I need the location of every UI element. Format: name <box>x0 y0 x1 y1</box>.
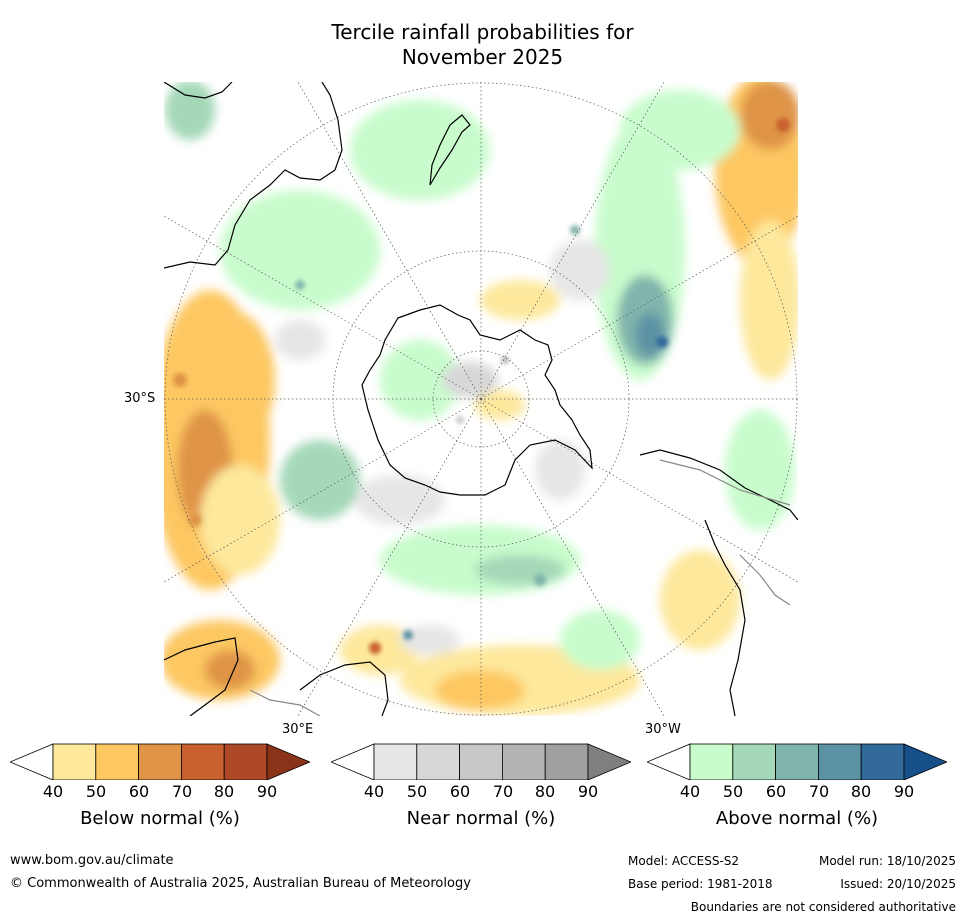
tick: 60 <box>765 782 787 801</box>
tick: 70 <box>171 782 193 801</box>
colorbar-near-label: Near normal (%) <box>406 808 556 829</box>
probability-shading <box>164 82 798 715</box>
colorbar-swatch <box>732 743 777 781</box>
colorbar-below-swatches <box>8 743 312 781</box>
tick: 50 <box>85 782 107 801</box>
tick: 50 <box>722 782 744 801</box>
graticule <box>164 82 798 716</box>
probability-speckle <box>173 118 790 654</box>
tick: 40 <box>679 782 701 801</box>
colorbar-swatch <box>689 743 734 781</box>
colorbar-swatch <box>373 743 418 781</box>
colorbar-swatch <box>52 743 97 781</box>
tick: 60 <box>449 782 471 801</box>
colorbar-swatch <box>223 743 268 781</box>
colorbar-over-triangle <box>587 743 633 781</box>
colorbar-above-label: Above normal (%) <box>715 808 879 829</box>
colorbar-swatch <box>817 743 862 781</box>
tick: 90 <box>577 782 599 801</box>
colorbar-swatch <box>775 743 819 781</box>
tick: 80 <box>850 782 872 801</box>
colorbar-swatch <box>95 743 140 781</box>
tick: 60 <box>128 782 150 801</box>
lon-label-30e: 30°E <box>282 722 314 737</box>
lat-label-30s: 30°S <box>124 391 156 406</box>
colorbar-over-triangle <box>903 743 949 781</box>
tick: 80 <box>213 782 235 801</box>
colorbar-over-triangle <box>266 743 312 781</box>
colorbar-swatch <box>544 743 589 781</box>
base-period: Base period: 1981-2018 <box>628 877 773 891</box>
issued-date: Issued: 20/10/2025 <box>840 877 956 891</box>
boundaries-disclaimer: Boundaries are not considered authoritat… <box>690 900 956 914</box>
colorbar-near-swatches <box>329 743 633 781</box>
colorbar-under-triangle <box>329 743 375 781</box>
lon-label-30w: 30°W <box>645 722 681 737</box>
colorbar-under-triangle <box>645 743 691 781</box>
colorbar-above-swatches <box>645 743 949 781</box>
colorbar-swatch <box>416 743 461 781</box>
colorbar-below-label: Below normal (%) <box>80 808 240 829</box>
colorbar-swatch <box>180 743 225 781</box>
colorbar-swatch <box>501 743 546 781</box>
copyright: © Commonwealth of Australia 2025, Austra… <box>10 876 471 891</box>
tick: 90 <box>893 782 915 801</box>
tick: 40 <box>363 782 385 801</box>
colorbar-above: 40 50 60 70 80 90 Above normal (%) <box>645 740 949 840</box>
map-title: Tercile rainfall probabilities for Novem… <box>0 20 965 70</box>
colorbar-below: 40 50 60 70 80 90 Below normal (%) <box>8 740 312 840</box>
tick: 90 <box>256 782 278 801</box>
tick: 70 <box>808 782 830 801</box>
tick: 40 <box>42 782 64 801</box>
title-line-2: November 2025 <box>401 45 564 69</box>
colorbar-swatch <box>138 743 182 781</box>
model-run: Model run: 18/10/2025 <box>818 854 956 868</box>
country-borders <box>249 459 791 716</box>
colorbar-under-triangle <box>8 743 54 781</box>
colorbar-swatch <box>860 743 905 781</box>
coastlines <box>164 82 798 716</box>
model-name: Model: ACCESS-S2 <box>628 854 740 868</box>
tick: 50 <box>406 782 428 801</box>
title-line-1: Tercile rainfall probabilities for <box>331 20 634 44</box>
colorbar-swatch <box>459 743 503 781</box>
website-link[interactable]: www.bom.gov.au/climate <box>10 853 174 868</box>
tick: 80 <box>534 782 556 801</box>
colorbar-near: 40 50 60 70 80 90 Near normal (%) <box>329 740 633 840</box>
tick: 70 <box>492 782 514 801</box>
